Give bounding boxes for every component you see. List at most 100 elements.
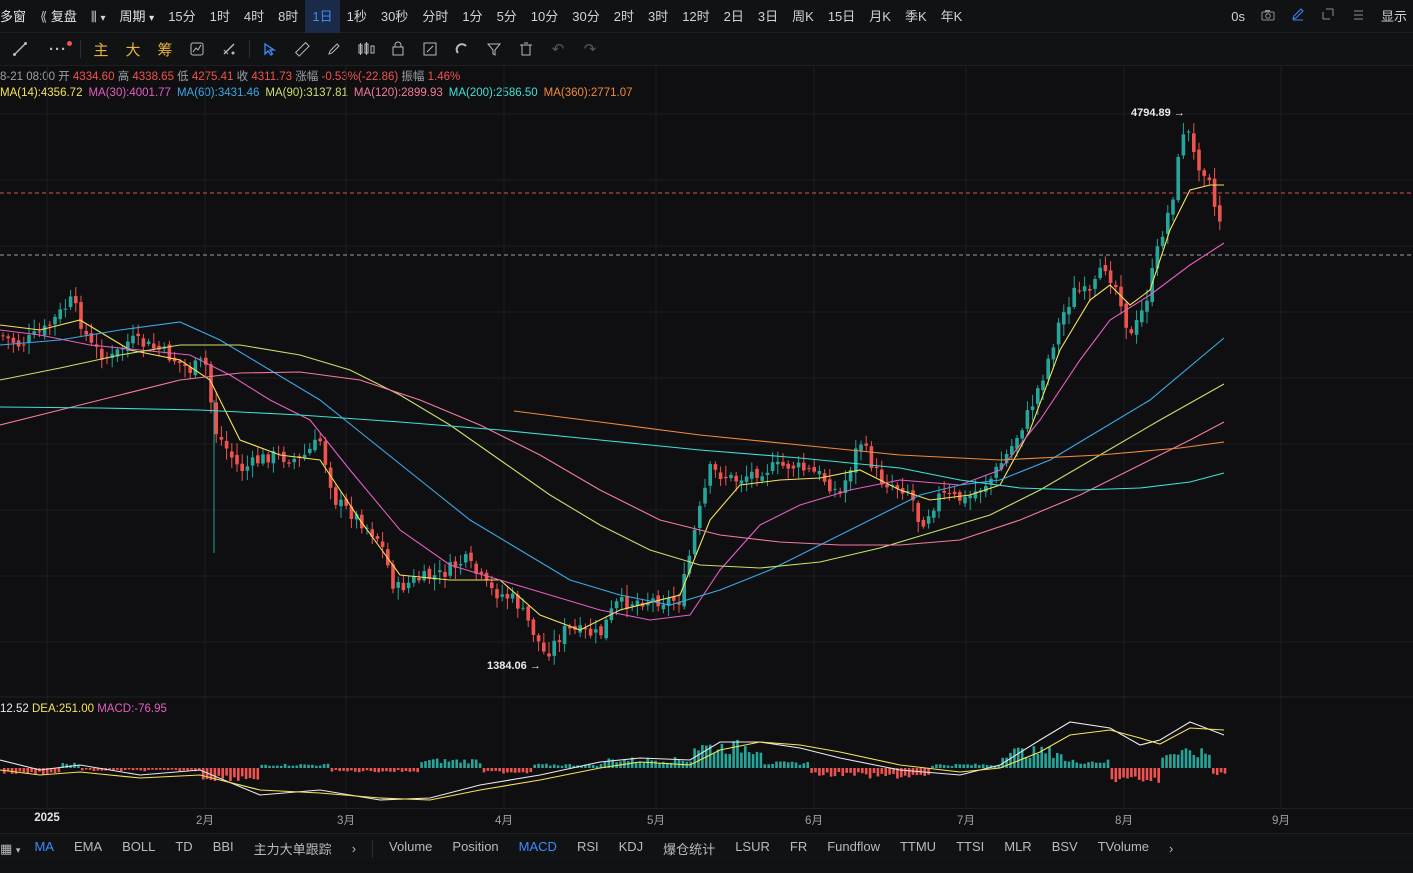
measure-icon[interactable] bbox=[213, 33, 245, 66]
trash-icon[interactable] bbox=[510, 33, 542, 66]
sub-indicator-tab[interactable]: TTMU bbox=[899, 839, 937, 854]
brush-icon[interactable] bbox=[318, 33, 350, 66]
ruler-icon[interactable] bbox=[286, 33, 318, 66]
sub-indicator-tab[interactable]: TVolume bbox=[1097, 839, 1150, 854]
line-tool-icon[interactable] bbox=[0, 33, 40, 66]
camera-icon[interactable] bbox=[1253, 0, 1283, 33]
period-19[interactable]: 月K bbox=[869, 8, 891, 24]
edit-icon[interactable] bbox=[414, 33, 446, 66]
sub-indicator-tab[interactable]: TTSI bbox=[956, 839, 985, 854]
main-indicator-tab[interactable]: EMA bbox=[73, 839, 103, 854]
chevron-right-icon[interactable]: › bbox=[351, 841, 357, 856]
period-21[interactable]: 年K bbox=[940, 8, 963, 24]
filter-icon[interactable] bbox=[478, 33, 510, 66]
period-9[interactable]: 5分 bbox=[496, 8, 517, 24]
fullscreen-icon[interactable] bbox=[1313, 0, 1343, 33]
period-4[interactable]: 1日 bbox=[305, 0, 340, 33]
period-17[interactable]: 周K bbox=[792, 8, 814, 24]
sub-indicator-tab[interactable]: BSV bbox=[1051, 839, 1078, 854]
period-20[interactable]: 季K bbox=[904, 8, 927, 24]
magnet-icon[interactable] bbox=[446, 33, 478, 66]
sub-indicator-tab[interactable]: KDJ bbox=[618, 839, 644, 854]
macd-bar bbox=[1141, 768, 1145, 782]
period-1[interactable]: 1时 bbox=[209, 8, 230, 24]
macd-bar bbox=[1059, 754, 1063, 768]
period-5[interactable]: 1秒 bbox=[346, 8, 367, 24]
period-14[interactable]: 12时 bbox=[682, 8, 710, 24]
candle-body bbox=[984, 485, 988, 492]
candle-body bbox=[89, 333, 94, 343]
period-13[interactable]: 3时 bbox=[647, 8, 669, 24]
sub-indicator-tab[interactable]: Volume bbox=[389, 839, 433, 854]
macd-bar bbox=[389, 768, 392, 772]
high-value: 4338.65 bbox=[132, 71, 174, 83]
period-dropdown[interactable]: 周期 ▾ bbox=[113, 0, 162, 33]
macd-bar bbox=[900, 768, 903, 778]
macd-bar bbox=[299, 764, 302, 768]
main-indicator-tab[interactable]: BOLL bbox=[122, 839, 156, 854]
period-3[interactable]: 8时 bbox=[278, 8, 299, 24]
candle-body bbox=[464, 554, 468, 563]
sub-indicator-tab[interactable]: MLR bbox=[1004, 839, 1032, 854]
candle-body bbox=[620, 597, 624, 602]
period-6[interactable]: 30秒 bbox=[380, 8, 409, 24]
candle-body bbox=[391, 564, 395, 589]
period-11[interactable]: 30分 bbox=[572, 8, 600, 24]
macd-bar bbox=[127, 768, 131, 770]
big-order-button[interactable]: 大 bbox=[125, 41, 141, 59]
chips-button[interactable]: 筹 bbox=[157, 41, 173, 59]
sub-indicator-tab[interactable]: FR bbox=[789, 839, 808, 854]
indicator-icon[interactable] bbox=[181, 33, 213, 66]
macd-bar bbox=[970, 765, 973, 768]
low-annotation: 1384.06 → bbox=[487, 660, 541, 672]
secondary-row bbox=[0, 864, 1413, 873]
undo-icon[interactable]: ↶ bbox=[551, 41, 565, 58]
period-10[interactable]: 10分 bbox=[530, 8, 559, 24]
sub-indicator-tab[interactable]: Fundflow bbox=[827, 839, 880, 854]
sub-indicator-tab[interactable]: Position bbox=[452, 839, 499, 854]
macd-bar bbox=[10, 768, 14, 774]
period-7[interactable]: 分时 bbox=[422, 8, 449, 24]
period-12[interactable]: 2时 bbox=[613, 8, 634, 24]
sub-indicator-tab[interactable]: RSI bbox=[576, 839, 599, 854]
multi-window-button[interactable]: 多窗 bbox=[0, 8, 27, 24]
macd-bar bbox=[747, 752, 751, 768]
candle-pattern-icon[interactable] bbox=[350, 33, 382, 66]
settings-list-icon[interactable] bbox=[1343, 0, 1373, 33]
macd-bar bbox=[190, 768, 193, 770]
period-8[interactable]: 1分 bbox=[462, 8, 483, 24]
price-chart[interactable] bbox=[0, 66, 1413, 808]
sub-indicator-tab[interactable]: MACD bbox=[518, 839, 557, 854]
show-button[interactable]: 显示 bbox=[1380, 9, 1407, 24]
period-0[interactable]: 15分 bbox=[168, 8, 196, 24]
macd-bar bbox=[521, 768, 525, 773]
sub-indicator-tab[interactable]: LSUR bbox=[735, 839, 770, 854]
candle-body bbox=[1103, 265, 1108, 272]
macd-bar bbox=[849, 768, 852, 773]
candle-body bbox=[245, 466, 250, 471]
candle-body bbox=[224, 440, 229, 449]
chevron-right-icon[interactable]: › bbox=[1169, 841, 1174, 856]
layout-icon[interactable]: ▦ ▾ bbox=[0, 840, 21, 856]
macd-bar bbox=[829, 768, 833, 777]
chart-type-button[interactable]: ⫼ ▾ bbox=[84, 0, 113, 33]
period-15[interactable]: 2日 bbox=[723, 8, 744, 24]
sub-indicator-tab[interactable]: 爆仓统计 bbox=[663, 842, 716, 857]
period-18[interactable]: 15日 bbox=[827, 8, 856, 24]
main-indicator-tab[interactable]: TD bbox=[175, 839, 193, 854]
macd-bar bbox=[490, 768, 494, 772]
draw-pen-icon[interactable] bbox=[1283, 0, 1313, 33]
period-16[interactable]: 3日 bbox=[757, 8, 779, 24]
macd-bar bbox=[1208, 754, 1211, 768]
main-indicator-tab[interactable]: BBI bbox=[212, 839, 234, 854]
main-indicator-tab[interactable]: MA bbox=[34, 839, 54, 854]
macd-bar bbox=[1102, 762, 1106, 768]
select-tool-icon[interactable] bbox=[254, 33, 286, 66]
lock-icon[interactable] bbox=[382, 33, 414, 66]
main-force-button[interactable]: 主 bbox=[93, 41, 109, 59]
more-tools-icon[interactable]: ··· bbox=[40, 33, 76, 66]
period-2[interactable]: 4时 bbox=[243, 8, 265, 24]
replay-button[interactable]: ⟪ 复盘 bbox=[33, 0, 84, 33]
main-indicator-tab[interactable]: 主力大单跟踪 bbox=[253, 842, 332, 857]
redo-icon[interactable]: ↷ bbox=[583, 41, 597, 58]
